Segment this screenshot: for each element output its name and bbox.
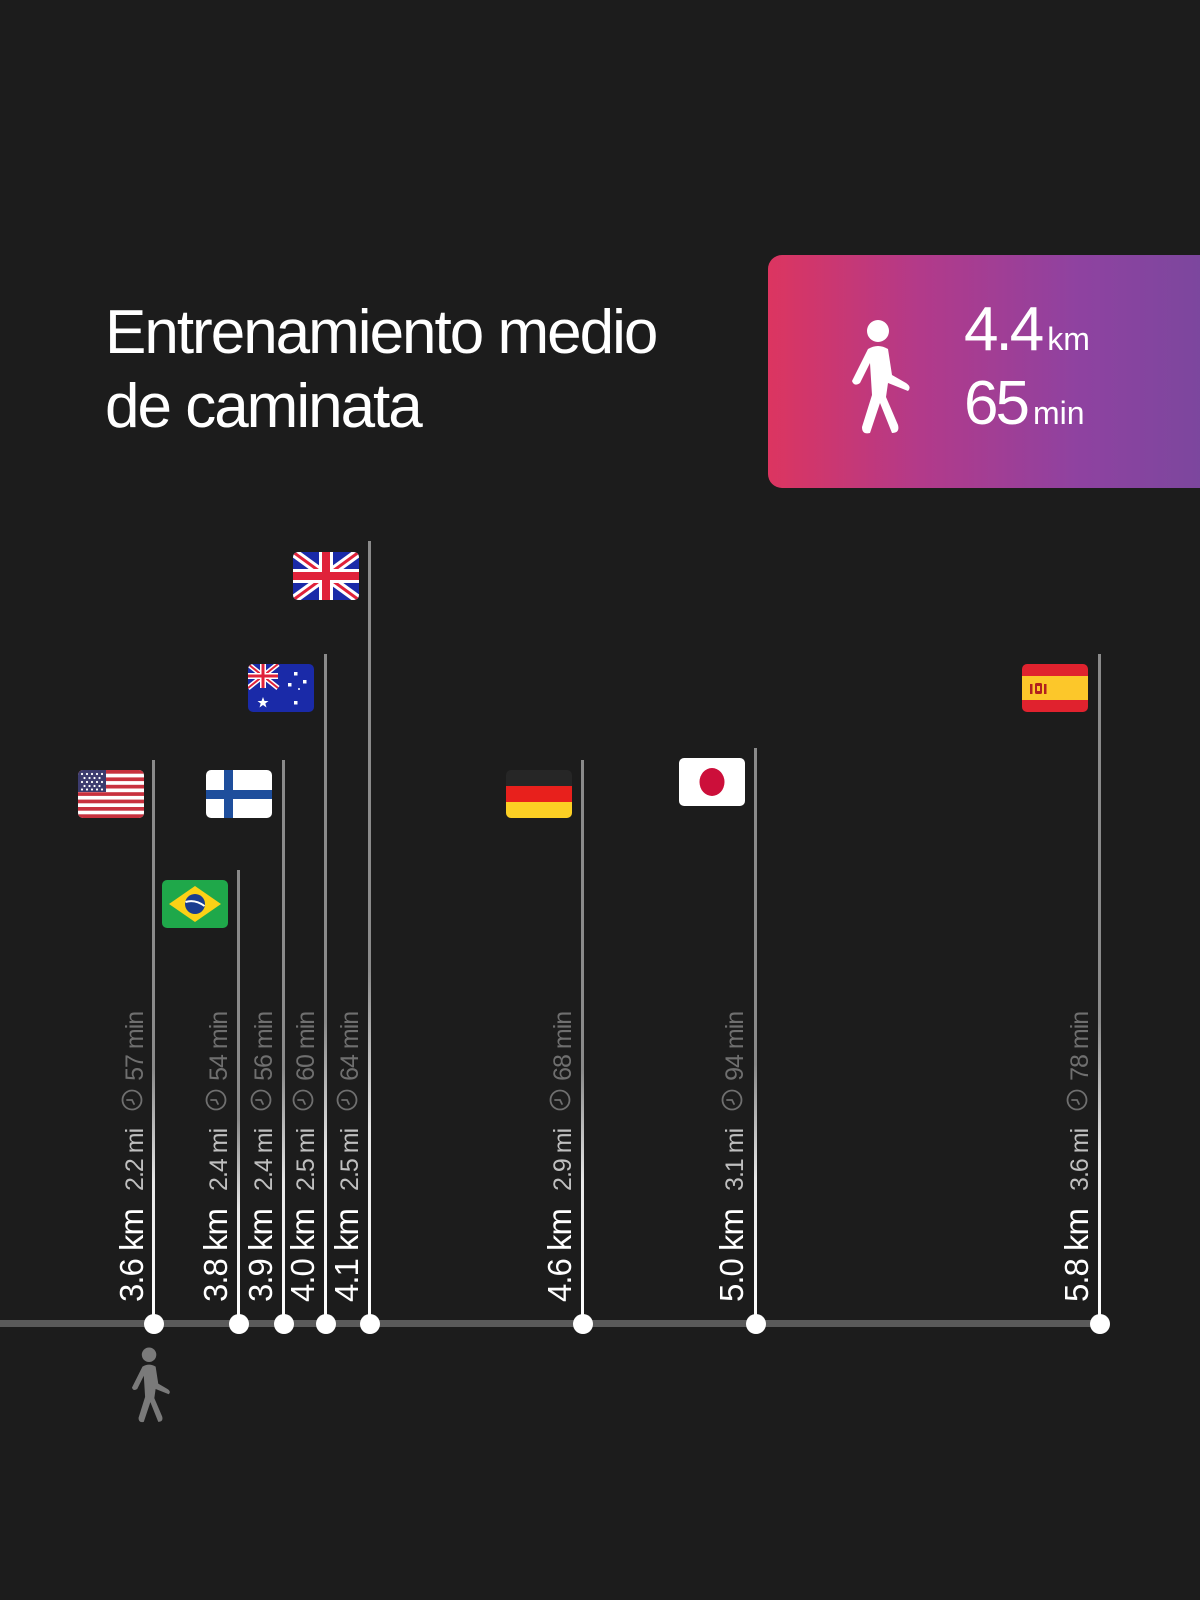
- average-summary-card: 4.4 km 65 min: [768, 255, 1200, 488]
- distance-axis-line: [0, 1320, 1100, 1327]
- stem-gb: [368, 541, 371, 1323]
- us-flag-icon: [78, 770, 144, 818]
- clock-icon: [250, 1089, 272, 1111]
- clock-icon: [205, 1089, 227, 1111]
- stem-jp: [754, 748, 757, 1323]
- label-us: 3.6 km 2.2 mi 57 min: [113, 1011, 150, 1302]
- clock-icon: [121, 1089, 143, 1111]
- walking-person-icon: [131, 1347, 170, 1423]
- stem-us: [152, 760, 155, 1323]
- de-flag-icon: [506, 770, 572, 818]
- fi-flag-icon: [206, 770, 272, 818]
- au-flag-icon: [248, 664, 314, 712]
- stem-fi: [282, 760, 285, 1323]
- data-point-br: [229, 1314, 249, 1334]
- label-es: 5.8 km 3.6 mi 78 min: [1058, 1011, 1095, 1302]
- label-gb: 4.1 km 2.5 mi 64 min: [328, 1011, 365, 1302]
- stem-au: [324, 654, 327, 1323]
- clock-icon: [549, 1089, 571, 1111]
- average-distance: 4.4 km: [964, 299, 1090, 361]
- average-distance-unit: km: [1047, 321, 1090, 357]
- page-title: Entrenamiento medio de caminata: [105, 298, 658, 441]
- stem-de: [581, 760, 584, 1323]
- stem-es: [1098, 654, 1101, 1323]
- clock-icon: [336, 1089, 358, 1111]
- data-point-au: [316, 1314, 336, 1334]
- average-time-value: 65: [964, 369, 1030, 438]
- label-au: 4.0 km 2.5 mi 60 min: [284, 1011, 321, 1302]
- average-time: 65 min: [964, 373, 1085, 435]
- jp-flag-icon: [679, 758, 745, 806]
- label-fi: 3.9 km 2.4 mi 56 min: [242, 1011, 279, 1302]
- average-time-unit: min: [1032, 395, 1085, 431]
- data-point-jp: [746, 1314, 766, 1334]
- es-flag-icon: [1022, 664, 1088, 712]
- label-br: 3.8 km 2.4 mi 54 min: [197, 1011, 234, 1302]
- clock-icon: [1066, 1089, 1088, 1111]
- gb-flag-icon: [293, 552, 359, 600]
- data-point-gb: [360, 1314, 380, 1334]
- data-point-es: [1090, 1314, 1110, 1334]
- clock-icon: [292, 1089, 314, 1111]
- data-point-us: [144, 1314, 164, 1334]
- clock-icon: [721, 1089, 743, 1111]
- average-distance-value: 4.4: [964, 295, 1044, 364]
- data-point-de: [573, 1314, 593, 1334]
- label-de: 4.6 km 2.9 mi 68 min: [541, 1011, 578, 1302]
- walking-person-icon: [852, 320, 910, 434]
- stem-br: [237, 870, 240, 1323]
- br-flag-icon: [162, 880, 228, 928]
- data-point-fi: [274, 1314, 294, 1334]
- label-jp: 5.0 km 3.1 mi 94 min: [713, 1011, 750, 1302]
